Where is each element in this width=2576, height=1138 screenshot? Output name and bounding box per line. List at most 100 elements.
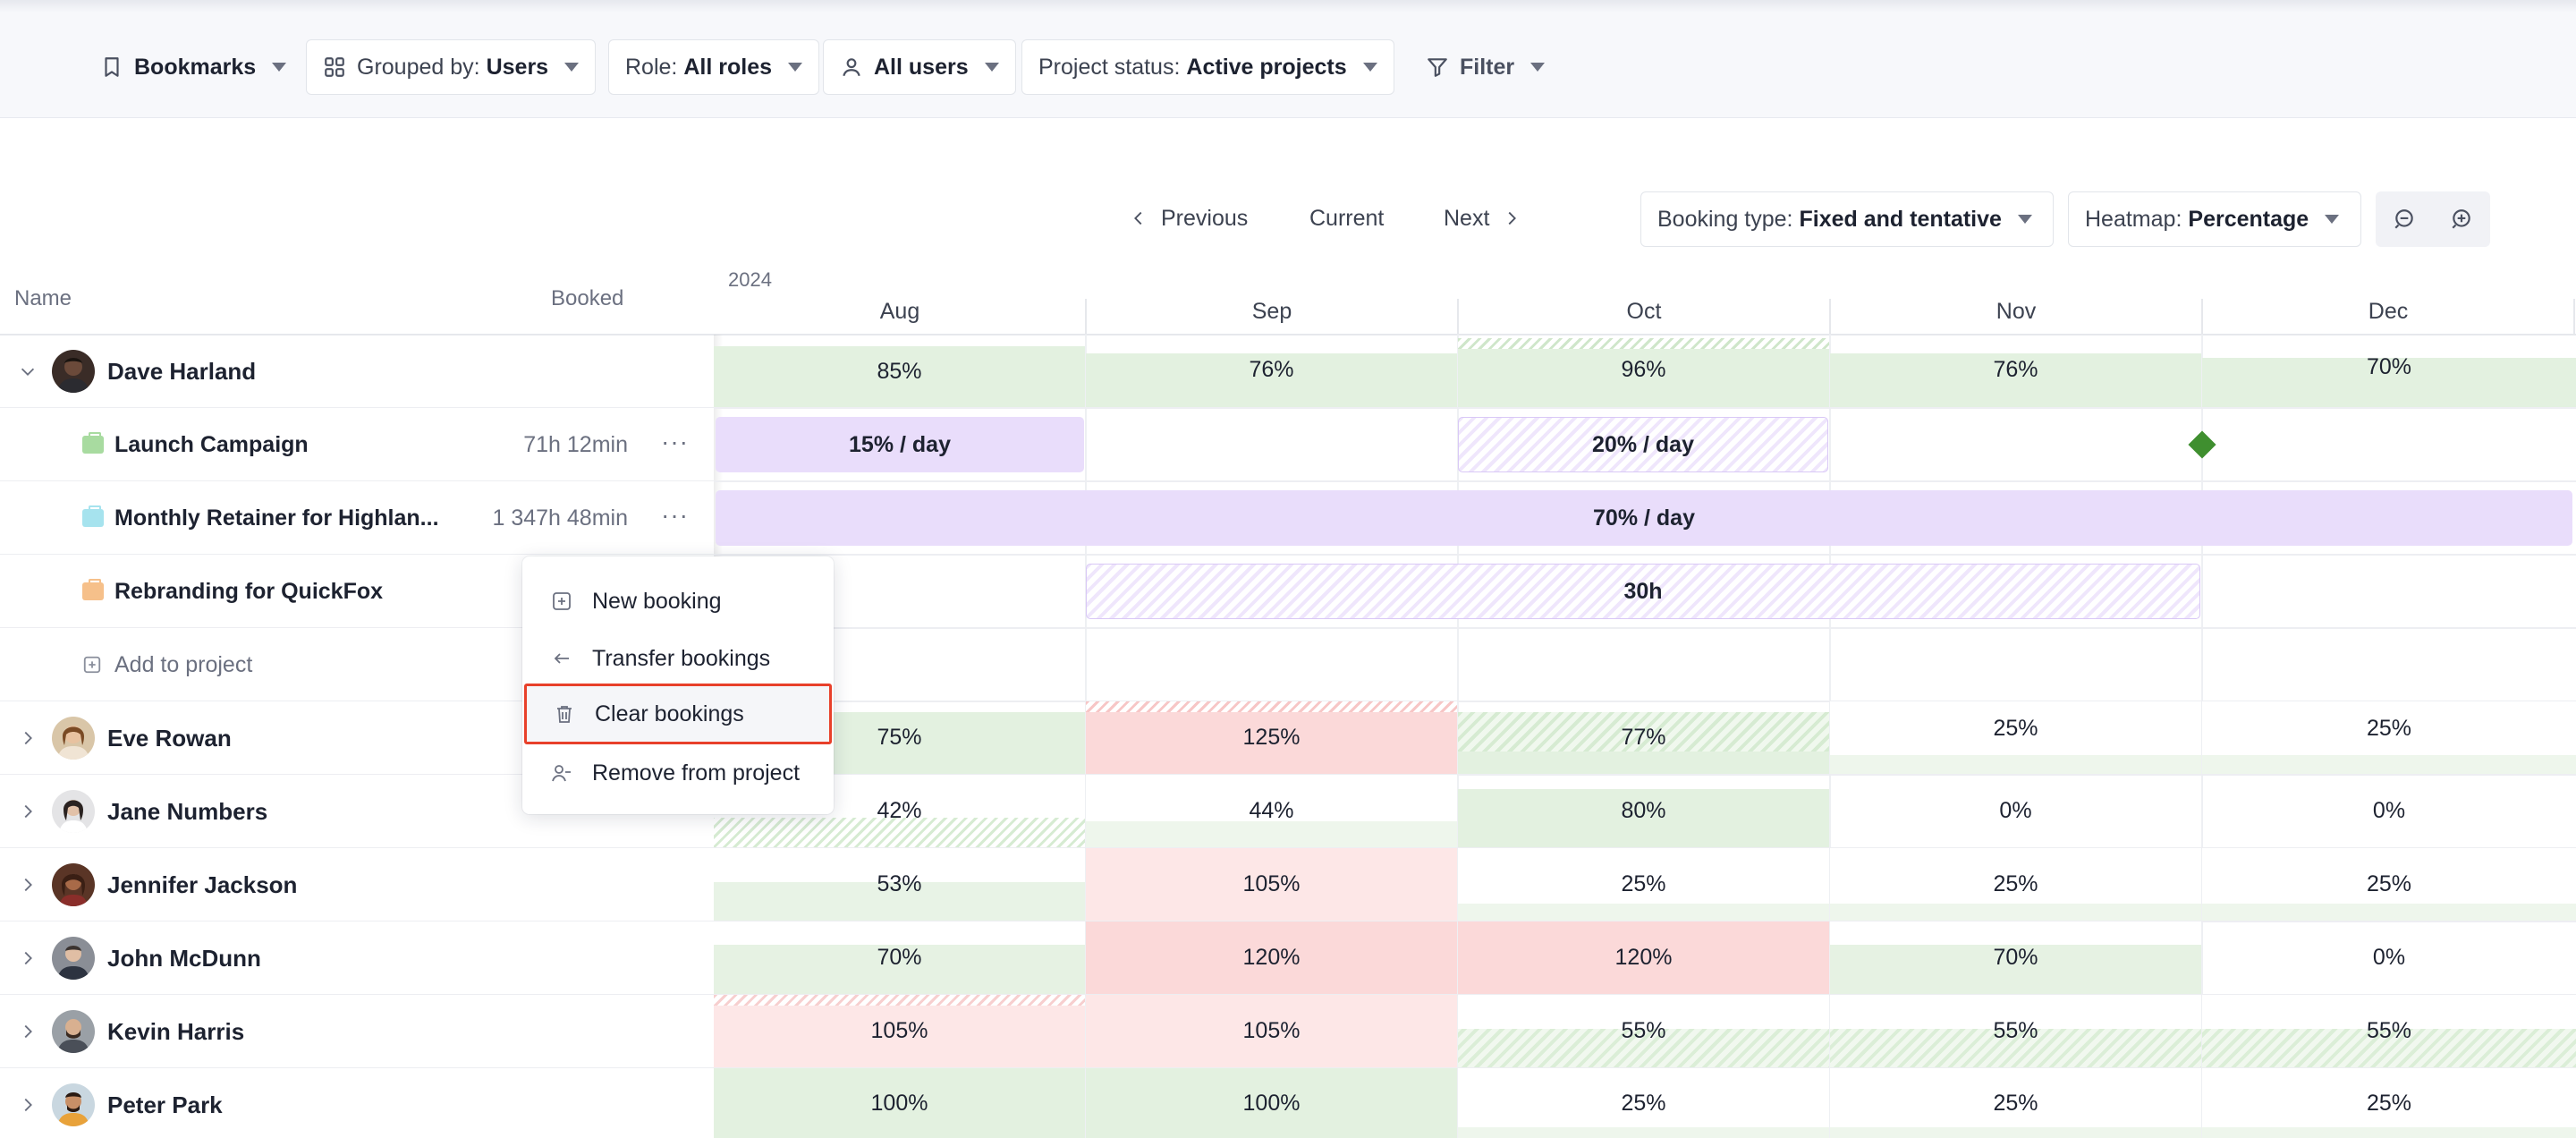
chevron-right-icon[interactable] — [18, 802, 38, 821]
heat-value: 53% — [877, 871, 922, 896]
user-row-kevin-harris[interactable]: Kevin Harris — [0, 995, 714, 1068]
heatmap-cell[interactable]: 25% — [1830, 701, 2201, 774]
heatmap-cell[interactable]: 100% — [714, 1068, 1085, 1138]
booking-type-dropdown[interactable]: Booking type: Fixed and tentative — [1640, 191, 2054, 247]
heatmap-cell[interactable]: 25% — [1830, 1068, 2201, 1138]
zoom-in-button[interactable] — [2433, 191, 2490, 247]
grouped-by-dropdown[interactable]: Grouped by: Users — [306, 39, 597, 95]
heatmap-cell[interactable]: 55% — [1458, 995, 1829, 1067]
project-row-monthly-retainer[interactable]: Monthly Retainer for Highlan... 1 347h 4… — [0, 481, 714, 555]
heatmap-cell[interactable]: 0% — [1830, 775, 2201, 847]
chevron-right-icon[interactable] — [18, 728, 38, 748]
booking-bar-launch-oct[interactable]: 20% / day — [1458, 417, 1828, 472]
heatmap-cell[interactable]: 55% — [2202, 995, 2576, 1067]
user-name: Eve Rowan — [107, 725, 232, 752]
users-value: All users — [874, 54, 969, 80]
heatmap-cell[interactable]: 80% — [1458, 789, 1829, 847]
bookmarks-dropdown[interactable]: Bookmarks — [84, 39, 302, 95]
zoom-out-button[interactable] — [2376, 191, 2433, 247]
filter-dropdown[interactable]: Filter — [1410, 39, 1561, 95]
booking-bar-rebranding[interactable]: 30h — [1086, 564, 2200, 619]
add-to-project-row[interactable]: Add to project — [0, 628, 714, 701]
heatmap-cell[interactable]: 105% — [1086, 995, 1457, 1067]
bookmarks-label: Bookmarks — [134, 54, 257, 80]
menu-item-remove-from-project[interactable]: Remove from project — [522, 744, 834, 802]
previous-button[interactable]: Previous — [1129, 199, 1248, 238]
heatmap-cell[interactable]: 70% — [1830, 921, 2201, 994]
heat-value: 105% — [1242, 1018, 1301, 1043]
next-label: Next — [1444, 205, 1490, 231]
add-to-project-link[interactable]: Add to project — [114, 652, 253, 677]
booking-bar-launch-aug[interactable]: 15% / day — [716, 417, 1084, 472]
heatmap-cell[interactable]: 125% — [1086, 701, 1457, 774]
heatmap-cell[interactable]: 70% — [2202, 354, 2576, 407]
more-options-icon[interactable]: ··· — [661, 428, 689, 455]
user-row-dave-harland[interactable]: Dave Harland — [0, 335, 714, 408]
more-options-icon[interactable]: ··· — [661, 501, 689, 529]
heat-value: 75% — [877, 725, 922, 750]
booked-column-header[interactable]: Booked — [551, 286, 624, 310]
heatmap-cell[interactable]: 25% — [2202, 848, 2576, 921]
project-status-dropdown[interactable]: Project status: Active projects — [1021, 39, 1394, 95]
heatmap-cell[interactable]: 77% — [1458, 712, 1829, 774]
name-column-header[interactable]: Name — [14, 286, 72, 310]
heatmap-cell[interactable]: 85% — [714, 346, 1085, 407]
heatmap-cell[interactable]: 96% — [1458, 338, 1829, 407]
heatmap-cell[interactable]: 70% — [714, 921, 1085, 994]
project-row-rebranding-quickfox[interactable]: Rebranding for QuickFox — [0, 555, 714, 628]
booking-bar-retainer[interactable]: 70% / day — [716, 490, 2572, 546]
heatmap-cell[interactable]: 25% — [2202, 1068, 2576, 1138]
heatmap-cell[interactable]: 100% — [1086, 1068, 1457, 1138]
user-row-jane-numbers[interactable]: Jane Numbers — [0, 775, 714, 848]
heatmap-cell[interactable]: 25% — [1458, 848, 1829, 921]
heatmap-cell[interactable]: 105% — [1086, 848, 1457, 921]
chevron-right-icon[interactable] — [18, 1095, 38, 1115]
heatmap-cell[interactable]: 53% — [714, 848, 1085, 921]
row-divider — [714, 994, 2576, 996]
next-button[interactable]: Next — [1444, 199, 1521, 238]
heatmap-cell[interactable]: 76% — [1830, 353, 2201, 407]
heatmap-cell[interactable]: 76% — [1086, 353, 1457, 407]
heatmap-cell[interactable]: 55% — [1830, 995, 2201, 1067]
heat-value: 120% — [1242, 945, 1301, 970]
menu-item-clear-bookings[interactable]: Clear bookings — [524, 684, 832, 744]
heatmap-cell[interactable]: 105% — [714, 995, 1085, 1067]
month-header: Nov — [1996, 299, 2037, 324]
milestone-diamond-icon[interactable] — [2188, 430, 2216, 459]
current-button[interactable]: Current — [1309, 199, 1384, 238]
heatmap-cell[interactable]: 44% — [1086, 775, 1457, 847]
avatar — [52, 717, 95, 760]
heat-value: 96% — [1621, 357, 1666, 382]
month-header: Aug — [879, 299, 920, 324]
project-row-launch-campaign[interactable]: Launch Campaign 71h 12min ··· — [0, 408, 714, 481]
chevron-right-icon[interactable] — [18, 875, 38, 895]
heatmap-cell[interactable]: 0% — [2202, 921, 2576, 994]
chevron-down-icon — [1530, 63, 1546, 72]
heat-value: 70% — [1993, 945, 2038, 970]
users-dropdown[interactable]: All users — [823, 39, 1016, 95]
user-row-jennifer-jackson[interactable]: Jennifer Jackson — [0, 848, 714, 921]
booking-label: 70% / day — [1593, 505, 1695, 531]
menu-item-transfer-bookings[interactable]: Transfer bookings — [522, 630, 834, 687]
role-dropdown[interactable]: Role: All roles — [608, 39, 820, 95]
heat-value: 70% — [2366, 354, 2412, 379]
avatar — [52, 1083, 95, 1126]
heatmap-cell[interactable]: 25% — [1458, 1068, 1829, 1138]
heat-value: 70% — [877, 945, 922, 970]
chevron-right-icon[interactable] — [18, 948, 38, 968]
heatmap-cell[interactable]: 120% — [1086, 921, 1457, 994]
chevron-down-icon — [984, 63, 999, 72]
heatmap-label: Heatmap: — [2085, 206, 2182, 232]
heatmap-cell[interactable]: 25% — [1830, 848, 2201, 921]
heatmap-cell[interactable]: 120% — [1458, 921, 1829, 994]
menu-item-new-booking[interactable]: New booking — [522, 573, 834, 630]
user-row-peter-park[interactable]: Peter Park — [0, 1068, 714, 1138]
user-row-eve-rowan[interactable]: Eve Rowan — [0, 701, 714, 775]
heatmap-cell[interactable]: 25% — [2202, 701, 2576, 774]
heatmap-dropdown[interactable]: Heatmap: Percentage — [2068, 191, 2361, 247]
heatmap-cell[interactable]: 0% — [2202, 775, 2576, 847]
row-divider — [714, 480, 2576, 482]
chevron-down-icon[interactable] — [18, 361, 38, 381]
chevron-right-icon[interactable] — [18, 1022, 38, 1041]
user-row-john-mcdunn[interactable]: John McDunn — [0, 921, 714, 995]
